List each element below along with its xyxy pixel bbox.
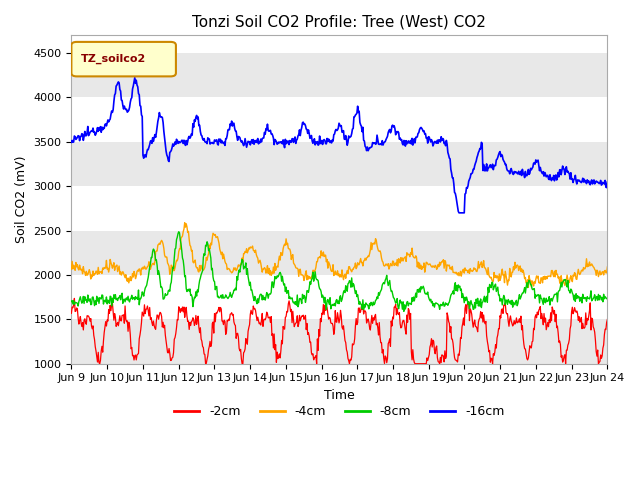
Bar bbox=[72, 230, 607, 275]
Y-axis label: Soil CO2 (mV): Soil CO2 (mV) bbox=[15, 156, 28, 243]
Text: TZ_soilco2: TZ_soilco2 bbox=[81, 54, 147, 64]
Legend: -2cm, -4cm, -8cm, -16cm: -2cm, -4cm, -8cm, -16cm bbox=[169, 400, 509, 423]
Bar bbox=[72, 142, 607, 186]
Bar bbox=[72, 319, 607, 364]
FancyBboxPatch shape bbox=[72, 42, 176, 76]
Bar bbox=[72, 53, 607, 97]
Title: Tonzi Soil CO2 Profile: Tree (West) CO2: Tonzi Soil CO2 Profile: Tree (West) CO2 bbox=[193, 15, 486, 30]
X-axis label: Time: Time bbox=[324, 389, 355, 402]
